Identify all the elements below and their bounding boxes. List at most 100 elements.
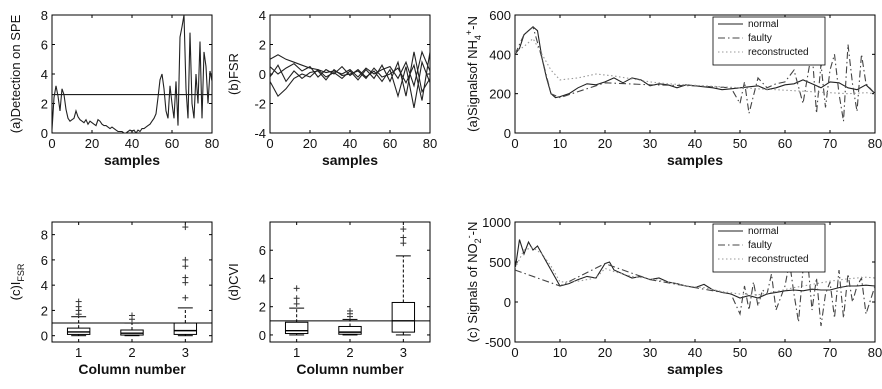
panel-no2: 0 10 20 30 40 50 60 70 80-50005001000samples(c) … (464, 215, 882, 377)
box-3 (173, 224, 198, 337)
box-outlier (347, 307, 353, 314)
box-outlier (182, 256, 189, 263)
y-tick-label: 600 (489, 8, 511, 23)
x-axis-label: samples (322, 152, 378, 168)
y-tick-label: 4 (41, 67, 48, 82)
series-line-faulty (515, 25, 875, 122)
box-body (338, 325, 362, 335)
series-line-normal (515, 26, 875, 99)
legend-label-reconstructed: reconstructed (748, 254, 809, 265)
y-axis-label-tail: -N (465, 222, 480, 236)
y-tick-label: 1000 (482, 215, 511, 230)
series-line-series-1 (270, 50, 430, 88)
box-outlier (182, 224, 189, 231)
box-body (173, 322, 198, 335)
plot-area (515, 25, 875, 122)
y-tick-label: 0 (504, 295, 511, 310)
y-axis-label: (a)Signalsof NH4+-N (464, 16, 483, 132)
plot-area (270, 50, 430, 109)
y-axis-label: (d)CVI (226, 263, 241, 301)
series-line-reconstructed (515, 247, 875, 296)
legend-box (712, 223, 826, 273)
x-tick-label: 20 (598, 136, 612, 151)
box-outlier (293, 300, 300, 307)
x-tick-label: 10 (553, 136, 567, 151)
x-tick-label: 20 (85, 136, 99, 151)
y-axis-label-main: (c)I (8, 282, 23, 301)
box-2 (338, 307, 362, 336)
y-tick-label: 400 (489, 47, 511, 62)
x-tick-label: 20 (598, 345, 612, 360)
box-body (391, 301, 416, 333)
series-line-series-2 (270, 51, 430, 97)
box-outlier (182, 263, 189, 270)
legend-label-normal: normal (748, 226, 779, 237)
y-axis-label-sub: FSR (16, 263, 26, 282)
x-tick-label: 3 (400, 345, 407, 360)
box-outlier (293, 285, 300, 292)
legend-label-normal: normal (748, 19, 779, 30)
y-tick-label: 500 (489, 255, 511, 270)
x-tick-label: 40 (125, 136, 139, 151)
y-axis-label-tail: -N (465, 16, 480, 30)
x-tick-label: 40 (688, 136, 702, 151)
y-tick-label: -4 (254, 126, 266, 141)
box-1 (66, 298, 91, 337)
x-tick-label: 30 (643, 345, 657, 360)
y-axis-label: (c)IFSR (8, 263, 26, 300)
y-tick-label: 4 (41, 278, 48, 293)
panel-fsr_box: 1 2 3 0 2 4 6 8 Column number (c)IFSR (8, 221, 213, 377)
legend-label-reconstructed: reconstructed (748, 47, 809, 58)
y-axis-label-main: (a)Signalsof NH (465, 40, 480, 132)
y-tick-label: 200 (489, 87, 511, 102)
x-axis-label: samples (667, 361, 723, 377)
y-tick-label: 4 (259, 271, 266, 286)
x-axis-label: samples (104, 152, 160, 168)
plot-area (515, 239, 875, 327)
x-tick-label: 1 (293, 345, 300, 360)
y-axis-label-sup: + (464, 30, 474, 35)
x-axis-label: Column number (78, 361, 186, 377)
plot-area (52, 15, 212, 133)
y-tick-label: 8 (41, 228, 48, 243)
box-body (284, 321, 309, 335)
x-tick-label: 60 (383, 136, 397, 151)
y-tick-label: 6 (41, 38, 48, 53)
x-tick-label: 2 (346, 345, 353, 360)
box-2 (120, 312, 144, 337)
box-outlier (75, 303, 82, 310)
x-tick-label: 10 (553, 345, 567, 360)
series-line-reconstructed (515, 37, 875, 95)
y-axis-label-main: (b)FSR (226, 53, 241, 95)
x-tick-label: 80 (868, 136, 882, 151)
x-tick-label: 0 (511, 136, 518, 151)
legend: normal faulty reconstructed (712, 16, 826, 66)
y-axis-label: (c) Signals of NO2--N (464, 222, 483, 343)
y-tick-label: 8 (41, 8, 48, 23)
y-tick-label: 0 (259, 67, 266, 82)
y-axis-label-main: (d)CVI (226, 263, 241, 301)
x-tick-label: 80 (423, 136, 437, 151)
x-tick-label: 30 (643, 136, 657, 151)
x-tick-label: 60 (778, 136, 792, 151)
x-tick-label: 20 (303, 136, 317, 151)
x-tick-label: 0 (266, 136, 273, 151)
y-tick-label: 0 (41, 329, 48, 344)
x-tick-label: 60 (778, 345, 792, 360)
y-tick-label: 0 (504, 126, 511, 141)
y-axis-label-sup: - (464, 235, 474, 238)
panel-cvi_box: 1 2 3 0 2 4 6 Column number (d)CVI (226, 221, 431, 377)
y-tick-label: 2 (259, 300, 266, 315)
legend-box (712, 16, 826, 66)
y-tick-label: 2 (41, 97, 48, 112)
x-tick-label: 70 (823, 136, 837, 151)
box-outlier (182, 274, 189, 281)
x-tick-label: 40 (688, 345, 702, 360)
y-axis-label: (b)FSR (226, 53, 241, 95)
y-axis-label-main: (a)Detection on SPE (8, 14, 23, 133)
legend: normal faulty reconstructed (712, 223, 826, 273)
y-axis-label-sub: 4 (473, 35, 483, 40)
plot-area (52, 224, 212, 337)
y-axis-label-main: (c) Signals of NO (465, 243, 480, 342)
